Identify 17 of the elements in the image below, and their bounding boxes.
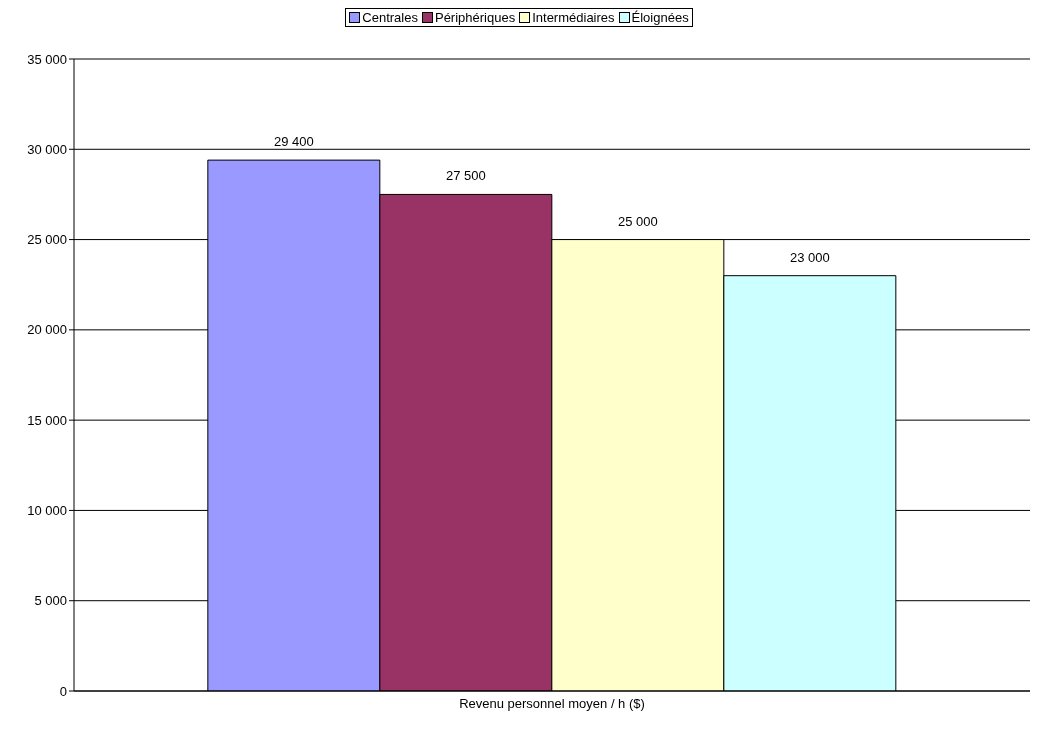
legend-label: Intermédiaires: [531, 10, 615, 25]
y-tick-label: 35 000: [27, 51, 67, 67]
data-label: 23 000: [789, 249, 830, 265]
data-label: 27 500: [445, 168, 486, 184]
x-tick-label: Revenu personnel moyen / h ($): [459, 696, 645, 712]
y-tick-label: 0: [59, 683, 67, 699]
legend-label: Centrales: [361, 10, 418, 25]
y-tick-label: 20 000: [27, 322, 67, 338]
data-label: 29 400: [273, 134, 314, 150]
y-tick-label: 5 000: [34, 593, 67, 609]
legend-label: Périphériques: [433, 10, 516, 25]
y-tick-label: 30 000: [27, 141, 67, 157]
y-tick-label: 25 000: [27, 232, 67, 248]
data-label: 25 000: [617, 213, 658, 229]
y-tick-label: 15 000: [27, 412, 67, 428]
y-tick-label: 10 000: [27, 503, 67, 519]
legend-label: Éloignées: [630, 10, 689, 25]
